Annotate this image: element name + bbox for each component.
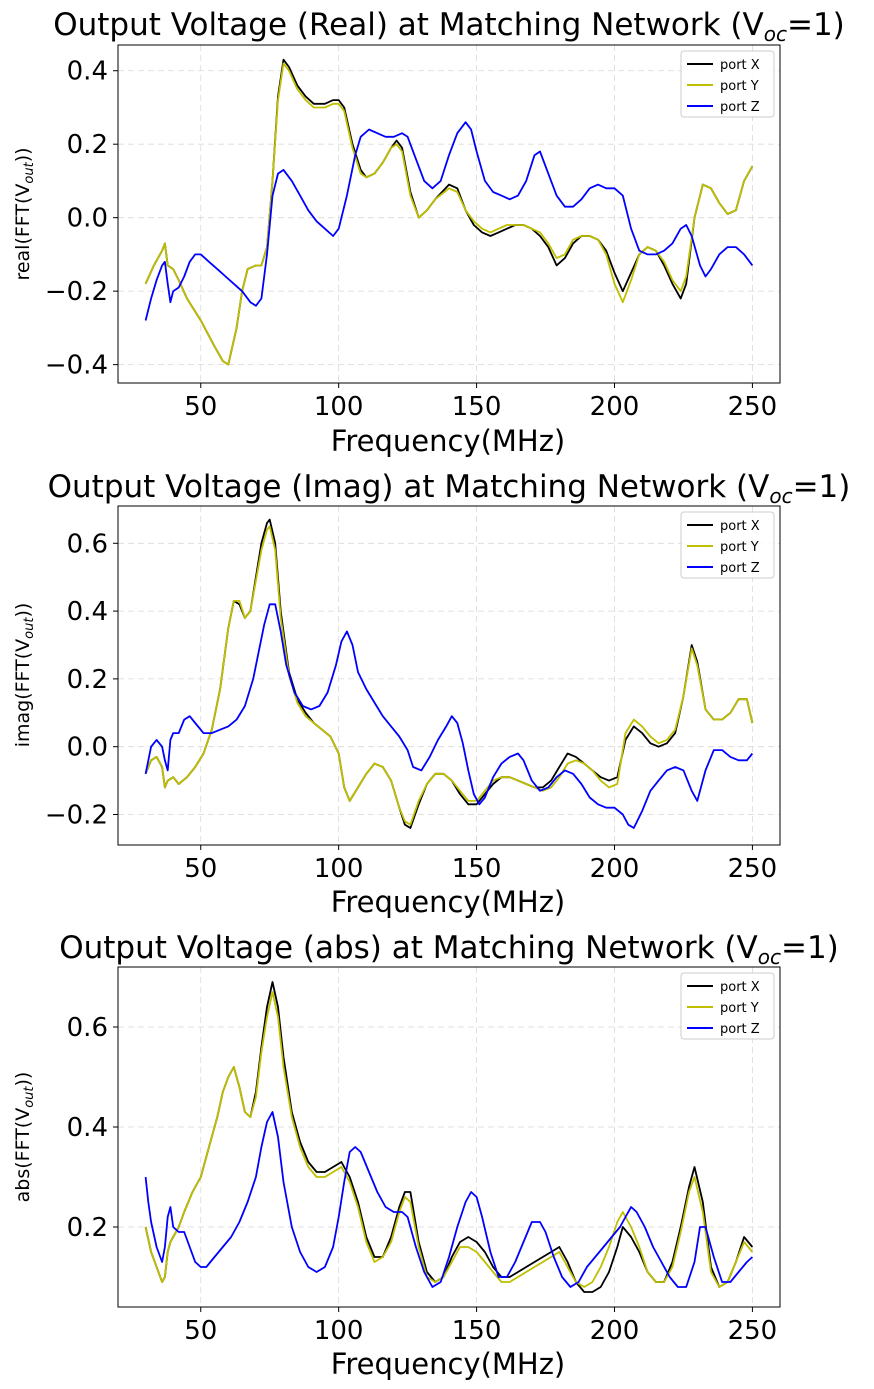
series-line-port-y (144, 62, 754, 366)
x-tick-label: 100 (314, 1316, 364, 1346)
series-line-port-z (144, 603, 754, 829)
y-tick-label: 0.6 (67, 529, 108, 559)
series-group (144, 58, 754, 366)
y-tick-label: 0.4 (67, 597, 108, 627)
y-tick-label: 0.2 (67, 665, 108, 695)
grid (118, 45, 780, 383)
grid (118, 967, 780, 1307)
series-group (144, 518, 754, 829)
x-axis-label: Frequency(MHz) (331, 1347, 566, 1381)
chart-real: Output Voltage (Real) at Matching Networ… (12, 7, 845, 458)
chart-title: Output Voltage (Imag) at Matching Networ… (48, 469, 851, 508)
y-tick-label: −0.4 (45, 351, 108, 381)
y-axis-label: abs(FFT(Vout)) (12, 1072, 37, 1203)
y-tick-label: 0.2 (67, 130, 108, 160)
x-tick-label: 100 (314, 854, 364, 884)
legend-label: port X (720, 980, 760, 995)
x-tick-label: 50 (184, 1316, 217, 1346)
x-tick-label: 150 (452, 392, 502, 422)
legend-label: port Z (720, 1022, 760, 1037)
x-tick-label: 200 (590, 1316, 640, 1346)
series-line-port-y (144, 991, 754, 1288)
x-tick-label: 150 (452, 1316, 502, 1346)
chart-title: Output Voltage (abs) at Matching Network… (59, 930, 839, 969)
series-line-port-x (144, 981, 754, 1293)
series-line-port-x (144, 58, 754, 366)
y-tick-label: 0.0 (67, 204, 108, 234)
legend-label: port Z (720, 100, 760, 115)
chart-imag: Output Voltage (Imag) at Matching Networ… (12, 469, 850, 919)
x-tick-label: 200 (590, 854, 640, 884)
legend: port X port Y port Z (680, 972, 775, 1040)
grid (118, 506, 780, 845)
y-axis-label: imag(FFT(Vout)) (12, 603, 37, 748)
legend-box (680, 511, 775, 579)
y-tick-label: 0.2 (67, 1213, 108, 1243)
legend-box (680, 972, 775, 1040)
series-line-port-x (144, 518, 754, 829)
x-tick-label: 250 (728, 854, 778, 884)
y-tick-label: 0.0 (67, 733, 108, 763)
legend-label: port Y (720, 79, 759, 94)
x-tick-label: 250 (728, 1316, 778, 1346)
y-tick-label: −0.2 (45, 800, 108, 830)
plot-frame (117, 966, 781, 1308)
y-tick-label: −0.2 (45, 277, 108, 307)
legend-box (680, 50, 775, 118)
series-line-port-z (144, 121, 754, 321)
x-axis-label: Frequency(MHz) (331, 424, 566, 458)
legend-label: port Z (720, 561, 760, 576)
legend-label: port Y (720, 1001, 759, 1016)
x-tick-label: 200 (590, 392, 640, 422)
series-line-port-z (144, 1111, 754, 1288)
x-tick-label: 100 (314, 392, 364, 422)
y-axis-label: real(FFT(Vout)) (12, 147, 37, 280)
y-tick-label: 0.4 (67, 57, 108, 87)
legend-label: port X (720, 519, 760, 534)
x-axis-label: Frequency(MHz) (331, 885, 566, 919)
x-tick-label: 250 (728, 392, 778, 422)
y-tick-label: 0.6 (67, 1013, 108, 1043)
chart-title: Output Voltage (Real) at Matching Networ… (53, 7, 845, 46)
plot-frame (117, 505, 781, 846)
x-tick-label: 50 (184, 392, 217, 422)
x-tick-label: 50 (184, 854, 217, 884)
x-tick-label: 150 (452, 854, 502, 884)
series-line-port-y (144, 525, 754, 826)
chart-abs: Output Voltage (abs) at Matching Network… (12, 930, 839, 1381)
series-group (144, 981, 754, 1293)
y-tick-label: 0.4 (67, 1113, 108, 1143)
legend-label: port X (720, 58, 760, 73)
legend: port X port Y port Z (680, 50, 775, 118)
plot-frame (117, 44, 781, 384)
legend-label: port Y (720, 540, 759, 555)
legend: port X port Y port Z (680, 511, 775, 579)
